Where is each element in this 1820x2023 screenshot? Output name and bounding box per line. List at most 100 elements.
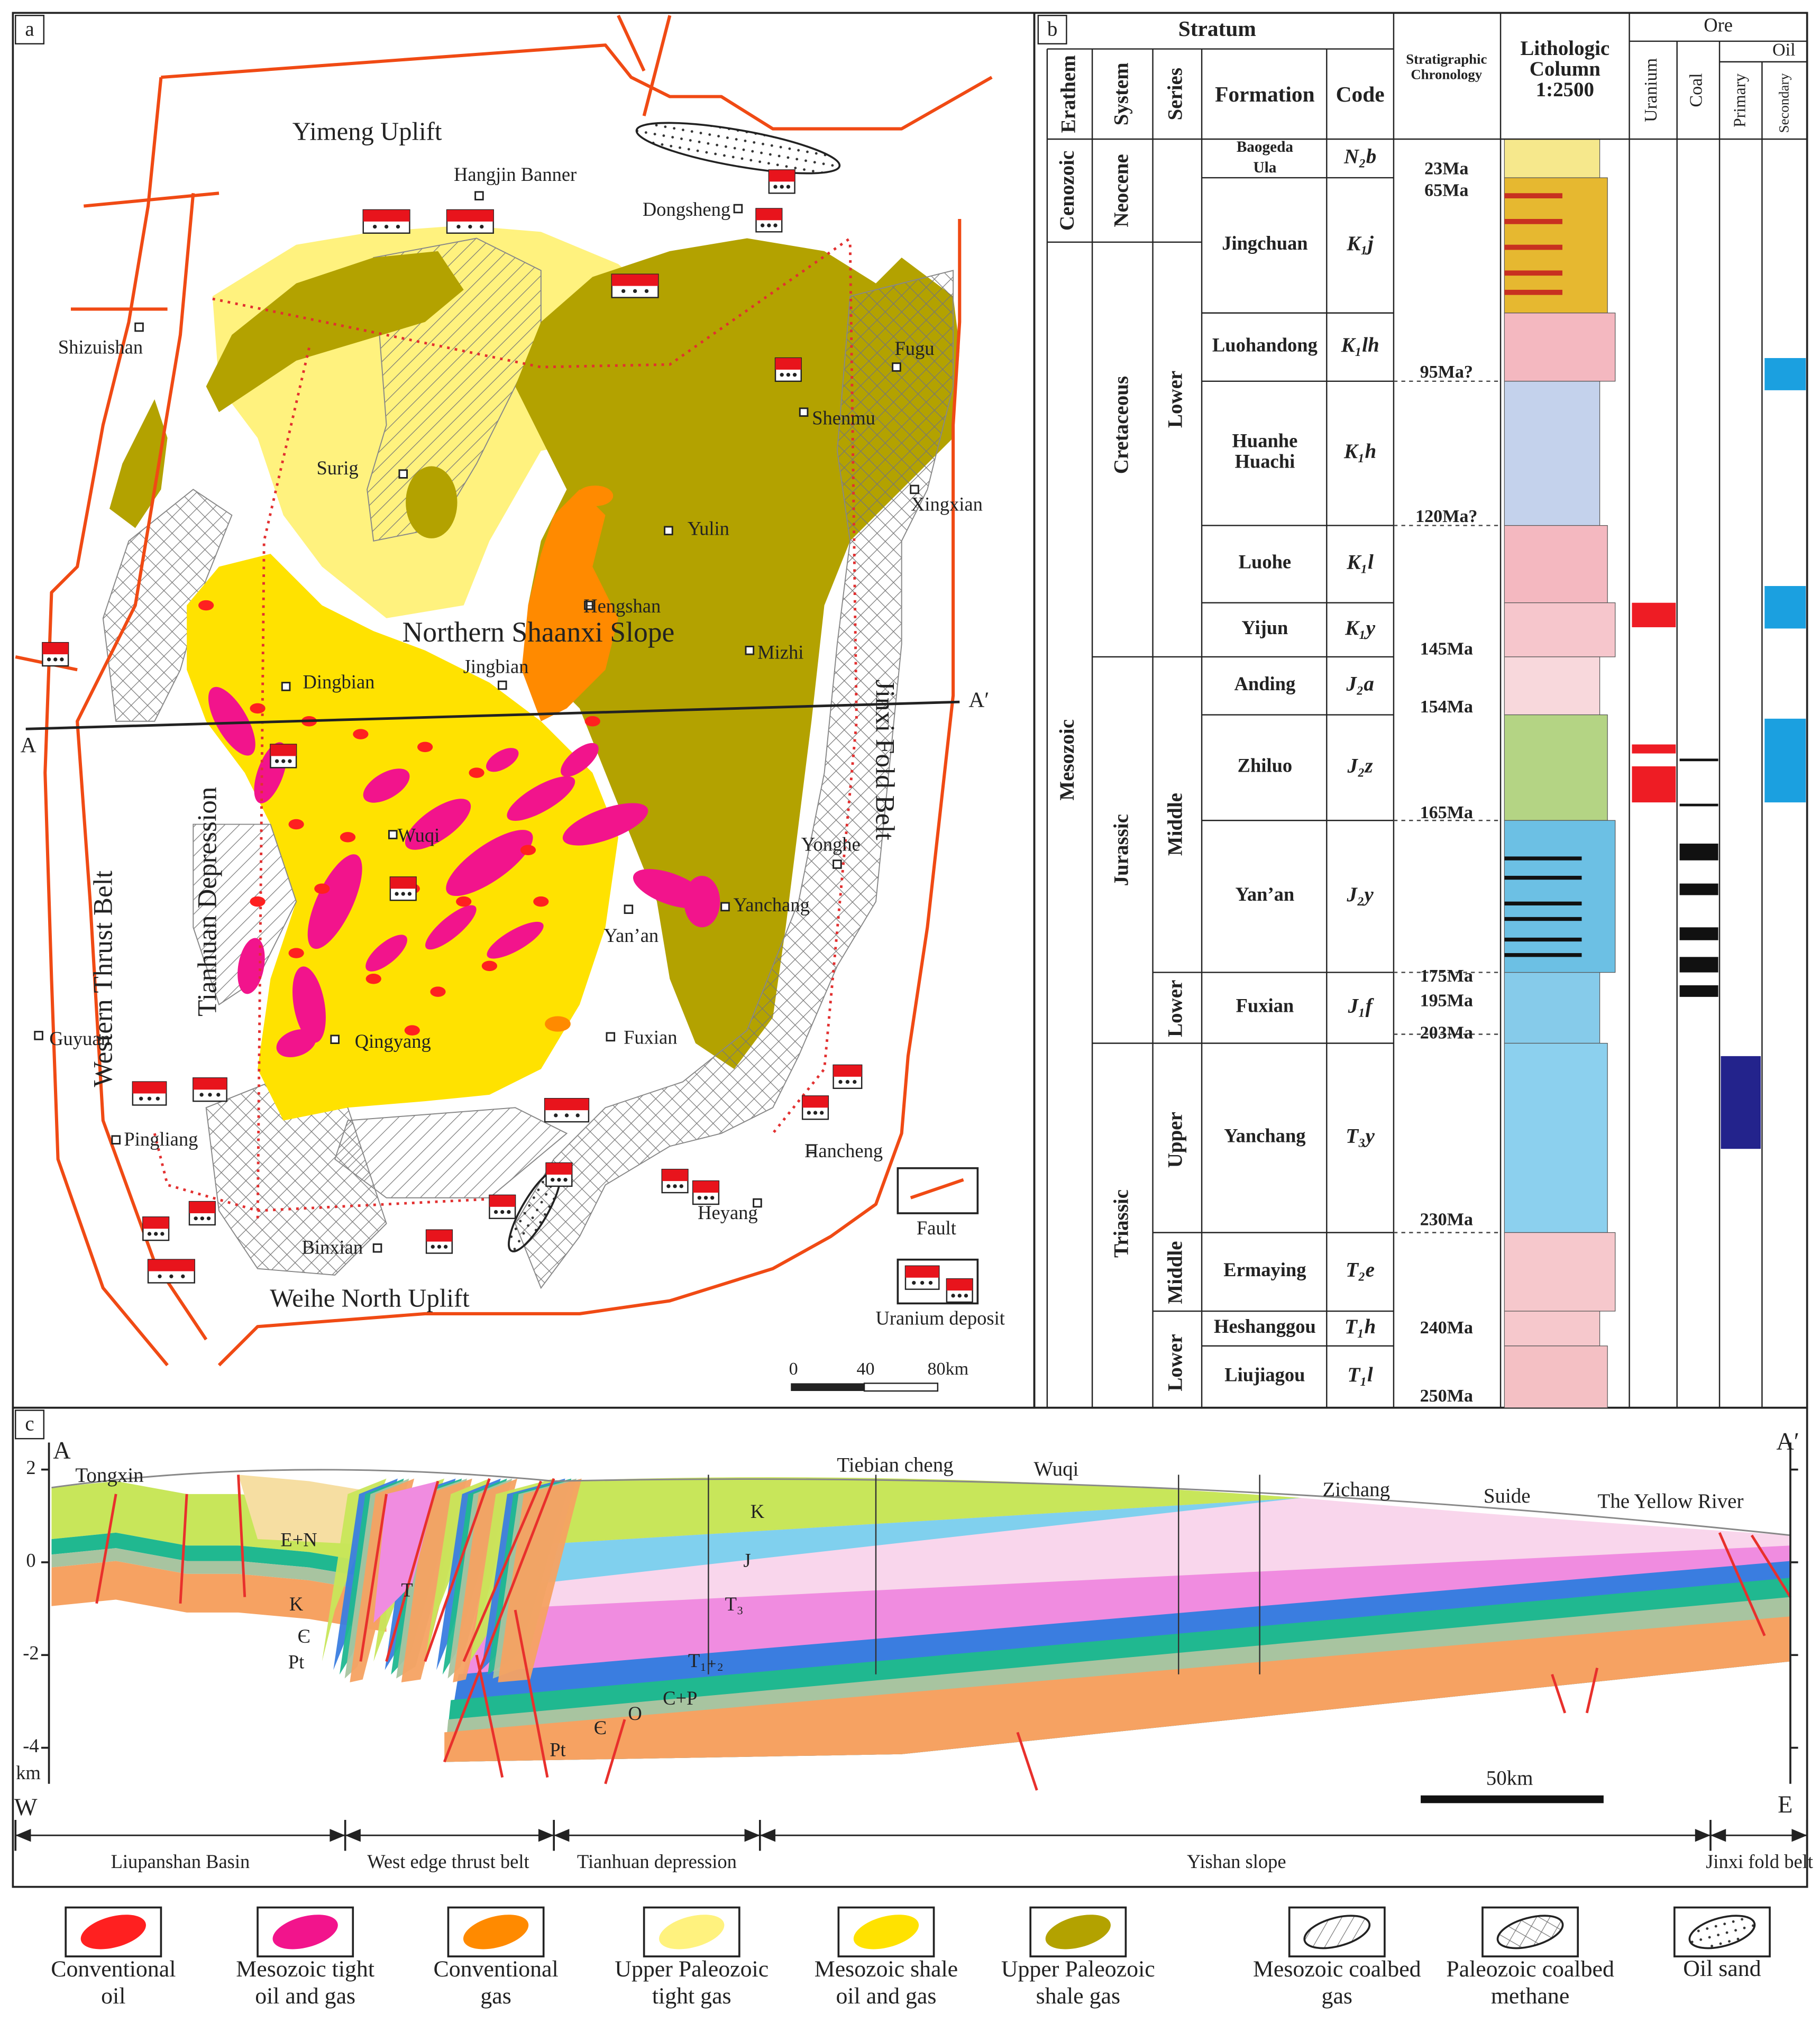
uranium-deposit	[773, 223, 778, 227]
uranium-deposit	[633, 289, 637, 294]
uranium-deposit	[833, 1065, 862, 1077]
uranium-deposit	[489, 1195, 516, 1207]
label-line: Chronology	[1411, 67, 1482, 83]
formation-code: T₁l	[1348, 1363, 1373, 1386]
uranium-deposit	[456, 224, 461, 229]
uranium-deposit	[786, 185, 791, 189]
formation: Ermaying	[1223, 1259, 1306, 1280]
conventional-oil-area	[520, 845, 536, 855]
unit-label: O	[628, 1702, 642, 1724]
uranium-ore	[1632, 744, 1676, 754]
panel-tag: c	[25, 1413, 34, 1435]
conventional-oil-area	[584, 716, 600, 727]
section-fault	[604, 1719, 626, 1784]
header: Stratigraphic Chronology	[1406, 51, 1487, 83]
uranium-deposit	[693, 1181, 719, 1193]
coal-seam	[1504, 953, 1582, 957]
legend-label: Upper Paleozoic tight gas	[615, 1956, 769, 2009]
uranium-ore	[1632, 766, 1676, 803]
header: Uranium	[1641, 58, 1661, 122]
tight-oil-area	[292, 966, 326, 1043]
uranium-deposit	[838, 1079, 843, 1084]
formation-code: N₂b	[1343, 145, 1376, 168]
uranium-deposit	[158, 1274, 162, 1278]
unit-label: K	[751, 1500, 764, 1522]
label-line: Yan’an	[1236, 883, 1295, 905]
town-marker	[753, 1198, 762, 1208]
uranium-deposit	[769, 170, 795, 182]
uranium-deposit	[813, 1111, 818, 1115]
section-fault	[359, 1494, 388, 1662]
zone-label: Liupanshan Basin	[111, 1851, 250, 1872]
uranium-deposit	[786, 372, 791, 377]
uranium-ore	[1632, 602, 1676, 627]
uranium-deposit	[200, 1216, 204, 1221]
series: Middle	[1164, 1241, 1187, 1304]
lithology-bed	[1504, 714, 1608, 821]
scale-bar	[1421, 1795, 1604, 1804]
conventional-gas-area	[522, 489, 618, 721]
town-marker	[497, 680, 507, 690]
layer-cambrian	[51, 1532, 387, 1581]
uranium-deposit	[199, 1093, 204, 1097]
uranium-deposit	[396, 224, 400, 229]
conventional-oil-area	[404, 1025, 420, 1036]
tight-oil-area	[446, 830, 533, 896]
header: Formation	[1215, 82, 1314, 106]
key-uranium	[951, 1294, 955, 1298]
fault	[76, 193, 208, 1341]
uranium-deposit	[557, 1178, 561, 1182]
tight-oil-area	[684, 875, 720, 928]
legend-label: Upper Paleozoic shale gas	[1001, 1956, 1155, 2009]
depth-label: 2	[26, 1457, 35, 1478]
uranium-deposit	[60, 657, 64, 662]
conventional-oil-area	[417, 742, 433, 753]
section-fault	[385, 1480, 440, 1662]
town-name: Dingbian	[303, 671, 375, 692]
label-line: Luohandong	[1212, 334, 1318, 356]
erathem: Cenozoic	[1056, 151, 1078, 231]
uranium-deposit	[407, 892, 412, 896]
town-marker	[330, 1035, 340, 1044]
age: 120Ma?	[1415, 507, 1477, 526]
conventional-oil-area	[430, 986, 446, 997]
uranium-deposit	[468, 224, 472, 229]
age: 165Ma	[1420, 803, 1473, 822]
panel-tag-box	[15, 15, 45, 45]
conventional-oil-area	[250, 896, 266, 907]
section-fault	[237, 1475, 246, 1597]
unit-label: C+P	[663, 1687, 697, 1709]
basin-boundary	[212, 237, 851, 369]
header: Secondary	[1776, 73, 1791, 133]
formation-code: K₁h	[1343, 440, 1376, 463]
label-line: Mesozoic tight	[236, 1956, 374, 1982]
conventional-oil-area	[365, 974, 381, 984]
town-marker	[34, 1031, 43, 1040]
town-marker	[474, 191, 484, 200]
conventional-oil-area	[288, 948, 304, 958]
uranium-deposit	[147, 1232, 152, 1236]
uranium-deposit	[426, 1230, 452, 1242]
label-line: Heshanggou	[1214, 1315, 1316, 1337]
fault	[217, 218, 962, 1367]
zone-arrow	[1695, 1829, 1711, 1842]
zone-label: Jinxi fold belt	[1706, 1851, 1813, 1872]
header: Primary	[1731, 74, 1749, 127]
label-line: gas	[480, 1983, 511, 2009]
label-line: Huachi	[1235, 451, 1295, 472]
zone-arrow	[15, 1829, 31, 1842]
oil-sand	[635, 122, 841, 175]
uranium-deposit	[662, 1169, 688, 1182]
uranium-deposit	[611, 274, 659, 286]
label-line: Conventional	[433, 1956, 558, 1982]
section-fault	[462, 1480, 543, 1662]
coal-ore	[1679, 985, 1718, 997]
age: 250Ma	[1420, 1386, 1473, 1406]
formation-code: J₂z	[1347, 754, 1373, 777]
tight-oil-area	[208, 686, 255, 756]
town-marker	[281, 682, 291, 691]
uranium-deposit	[169, 1274, 173, 1278]
header: Oil	[1772, 40, 1796, 60]
coal-seam	[1504, 917, 1582, 921]
